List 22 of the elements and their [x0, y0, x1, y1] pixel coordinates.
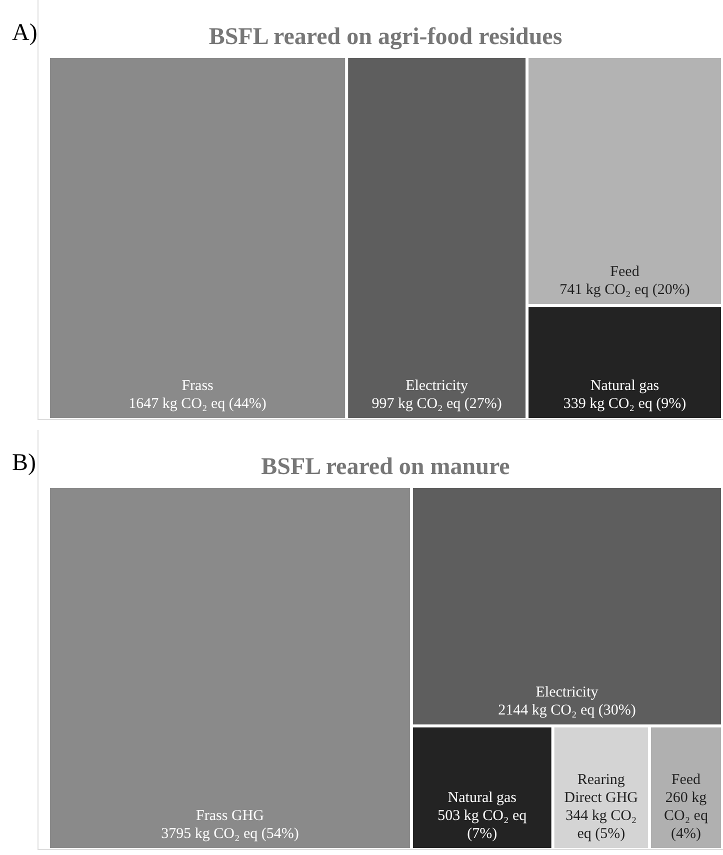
data-label: 344 kg CO₂ eq (5%) — [566, 808, 637, 842]
data-label: 260 kg CO₂ eq (4%) — [664, 790, 708, 842]
data-label: 503 kg CO₂ eq (7%) — [438, 808, 528, 842]
category-label: Natural gas — [448, 790, 517, 806]
text: BSFL reared on agri-food residues — [208, 24, 562, 50]
data-label: 2144 kg CO₂ eq (30%) — [498, 702, 636, 718]
category-label: Electricity — [406, 378, 469, 394]
category-label: Natural gas — [590, 378, 660, 394]
category-label: Feed — [671, 772, 702, 788]
category-label: Rearing Direct GHG — [564, 772, 638, 806]
category-label: Frass — [182, 378, 214, 394]
category-label: Feed — [610, 264, 640, 280]
data-label: 997 kg CO₂ eq (27%) — [372, 396, 502, 412]
data-label: 1647 kg CO₂ eq (44%) — [128, 396, 266, 412]
category-label: Electricity — [536, 684, 599, 700]
data-label: 741 kg CO₂ eq (20%) — [560, 282, 690, 298]
text: B) — [12, 450, 36, 476]
data-label: 339 kg CO₂ eq (9%) — [563, 396, 686, 412]
category-label: Frass GHG — [196, 808, 264, 824]
text: BSFL reared on manure — [261, 454, 510, 480]
text: A) — [12, 20, 38, 46]
data-label: 3795 kg CO₂ eq (54%) — [161, 826, 299, 842]
